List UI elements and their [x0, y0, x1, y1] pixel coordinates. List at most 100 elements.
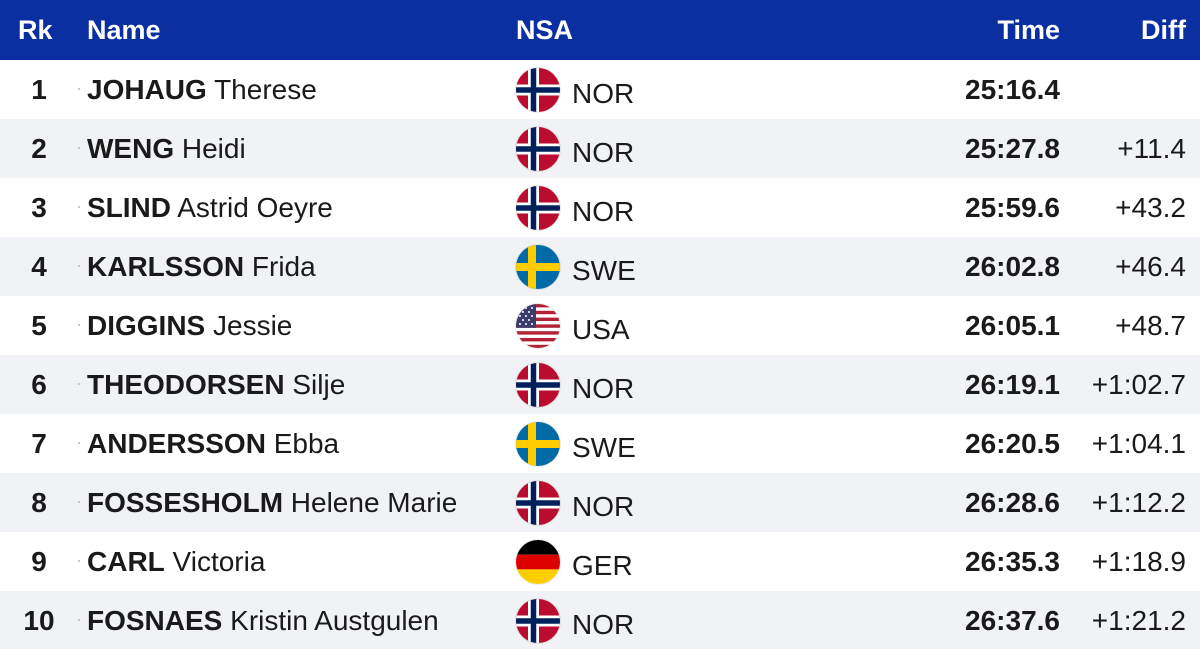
- athlete-first-name: Silje: [292, 368, 346, 400]
- nsa-code: NOR: [572, 136, 635, 168]
- time-cell: 25:59.6: [965, 191, 1060, 223]
- rank-cell: 2: [31, 132, 47, 164]
- sweden-flag-icon: [516, 421, 560, 466]
- nsa-code: NOR: [572, 608, 635, 640]
- diff-cell: +43.2: [1115, 191, 1186, 223]
- athlete-first-name: Kristin Austgulen: [230, 604, 439, 636]
- row-divider-dot: [78, 324, 80, 326]
- athlete-name[interactable]: SLIND Astrid Oeyre: [87, 192, 333, 224]
- athlete-name[interactable]: FOSSESHOLM Helene Marie: [87, 487, 457, 519]
- norway-flag-icon: [516, 67, 560, 112]
- table-header: Rk Name NSA Time Diff: [0, 0, 1200, 60]
- rank-cell: 9: [31, 545, 47, 577]
- athlete-name[interactable]: THEODORSEN Silje: [87, 369, 345, 401]
- row-divider-dot: [78, 619, 80, 621]
- row-divider-dot: [78, 147, 80, 149]
- athlete-name[interactable]: JOHAUG Therese: [87, 74, 317, 106]
- time-cell: 25:16.4: [965, 73, 1060, 105]
- table-row[interactable]: 9 CARL Victoria GER 26:35.3 +1:18.9: [0, 532, 1200, 591]
- athlete-last-name: JOHAUG: [87, 73, 207, 105]
- row-divider-dot: [78, 265, 80, 267]
- athlete-last-name: CARL: [87, 545, 165, 577]
- nsa-code: NOR: [572, 490, 635, 522]
- athlete-first-name: Jessie: [213, 309, 293, 341]
- norway-flag-icon: [516, 598, 560, 643]
- athlete-last-name: KARLSSON: [87, 250, 245, 282]
- athlete-name[interactable]: CARL Victoria: [87, 546, 265, 578]
- athlete-last-name: ANDERSSON: [87, 427, 266, 459]
- nsa-cell: SWE: [516, 244, 636, 289]
- norway-flag-icon: [516, 126, 560, 171]
- table-row[interactable]: 10 FOSNAES Kristin Austgulen NOR 26:37.6 +1…: [0, 591, 1200, 649]
- diff-cell: +1:02.7: [1091, 368, 1186, 400]
- athlete-name[interactable]: DIGGINS Jessie: [87, 310, 292, 342]
- table-row[interactable]: 4 KARLSSON Frida SWE 26:02.8 +46.4: [0, 237, 1200, 296]
- table-row[interactable]: 5 DIGGINS Jessie USA 26:05.1 +48.7: [0, 296, 1200, 355]
- nsa-code: NOR: [572, 195, 635, 227]
- nsa-code: NOR: [572, 77, 635, 109]
- table-row[interactable]: 7 ANDERSSON Ebba SWE 26:20.5 +1:04.1: [0, 414, 1200, 473]
- nsa-cell: NOR: [516, 67, 635, 112]
- norway-flag-icon: [516, 480, 560, 525]
- athlete-name[interactable]: ANDERSSON Ebba: [87, 428, 339, 460]
- table-row[interactable]: 8 FOSSESHOLM Helene Marie NOR 26:28.6 +1:12…: [0, 473, 1200, 532]
- table-row[interactable]: 6 THEODORSEN Silje NOR 26:19.1 +1:02.7: [0, 355, 1200, 414]
- header-nsa[interactable]: NSA: [516, 14, 574, 45]
- nsa-cell: SWE: [516, 421, 636, 466]
- diff-cell: +46.4: [1115, 250, 1186, 282]
- athlete-name[interactable]: KARLSSON Frida: [87, 251, 316, 283]
- header-name[interactable]: Name: [87, 14, 161, 45]
- nsa-cell: NOR: [516, 126, 635, 171]
- diff-cell: +1:12.2: [1091, 486, 1186, 518]
- diff-cell: +1:21.2: [1091, 604, 1186, 636]
- diff-cell: +11.4: [1117, 132, 1186, 164]
- nsa-code: SWE: [572, 254, 636, 286]
- sweden-flag-icon: [516, 244, 560, 289]
- nsa-code: SWE: [572, 431, 636, 463]
- row-divider-dot: [78, 501, 80, 503]
- time-cell: 26:20.5: [965, 427, 1060, 459]
- athlete-last-name: DIGGINS: [87, 309, 206, 341]
- athlete-first-name: Ebba: [273, 427, 340, 459]
- header-diff[interactable]: Diff: [1141, 14, 1186, 45]
- germany-flag-icon: [516, 539, 560, 584]
- nsa-code: NOR: [572, 372, 635, 404]
- nsa-cell: USA: [516, 303, 630, 348]
- row-divider-dot: [78, 560, 80, 562]
- row-divider-dot: [78, 88, 80, 90]
- time-cell: 26:19.1: [965, 368, 1060, 400]
- time-cell: 26:02.8: [965, 250, 1060, 282]
- rank-cell: 3: [31, 191, 47, 223]
- row-divider-dot: [78, 383, 80, 385]
- athlete-last-name: FOSNAES: [87, 604, 223, 636]
- athlete-first-name: Heidi: [181, 132, 246, 164]
- table-row[interactable]: 2 WENG Heidi NOR 25:27.8 +11.4: [0, 119, 1200, 178]
- rank-cell: 4: [31, 250, 47, 282]
- athlete-name[interactable]: FOSNAES Kristin Austgulen: [87, 605, 439, 637]
- rank-cell: 8: [31, 486, 47, 518]
- diff-cell: +1:04.1: [1091, 427, 1186, 459]
- time-cell: 26:05.1: [965, 309, 1060, 341]
- athlete-first-name: Frida: [251, 250, 316, 282]
- rank-cell: 6: [31, 368, 47, 400]
- row-divider-dot: [78, 206, 80, 208]
- table-row[interactable]: 3 SLIND Astrid Oeyre NOR 25:59.6 +43.2: [0, 178, 1200, 237]
- athlete-last-name: FOSSESHOLM: [87, 486, 284, 518]
- row-divider-dot: [78, 442, 80, 444]
- header-rank[interactable]: Rk: [18, 14, 53, 45]
- athlete-name[interactable]: WENG Heidi: [87, 133, 246, 165]
- header-time[interactable]: Time: [997, 14, 1060, 45]
- rank-cell: 1: [31, 73, 47, 105]
- nsa-code: USA: [572, 313, 630, 345]
- athlete-last-name: THEODORSEN: [87, 368, 285, 400]
- time-cell: 25:27.8: [965, 132, 1060, 164]
- nsa-cell: NOR: [516, 185, 635, 230]
- nsa-code: GER: [572, 549, 633, 581]
- table-row[interactable]: 1 JOHAUG Therese NOR 25:16.4: [0, 60, 1200, 119]
- athlete-first-name: Victoria: [172, 545, 266, 577]
- rank-cell: 7: [31, 427, 47, 459]
- athlete-first-name: Therese: [214, 73, 317, 105]
- diff-cell: +48.7: [1115, 309, 1186, 341]
- nsa-cell: NOR: [516, 598, 635, 643]
